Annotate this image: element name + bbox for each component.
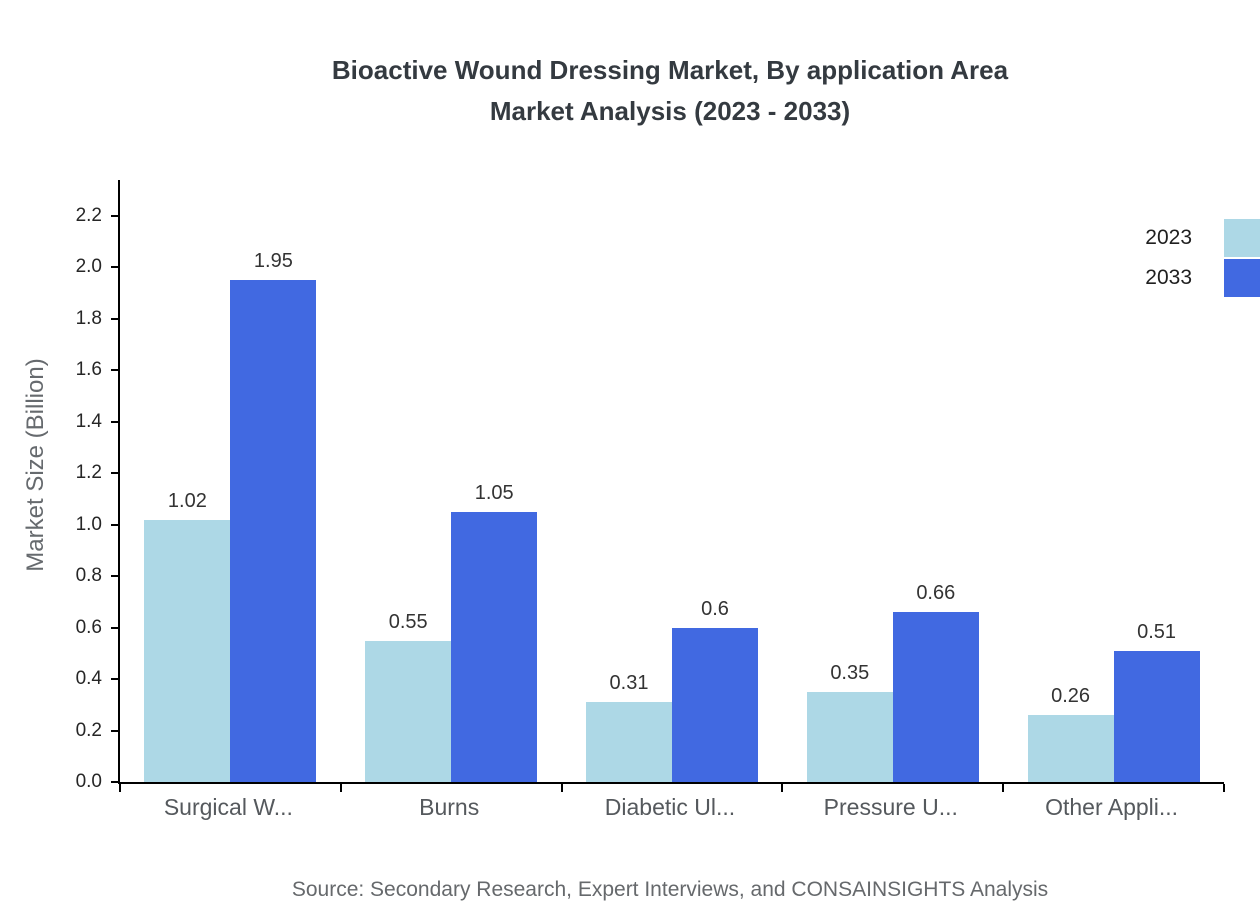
bar-value-label: 0.51 xyxy=(1137,621,1177,643)
x-tick-mark xyxy=(561,784,563,792)
bar-value-label: 1.02 xyxy=(167,490,207,512)
bar-2023: 1.02 xyxy=(144,490,231,782)
x-tick-mark xyxy=(119,784,121,792)
bar-2033: 0.66 xyxy=(892,582,979,782)
bar-value-label: 1.05 xyxy=(474,482,514,504)
x-tick-mark xyxy=(781,784,783,792)
y-tick-label: 0.0 xyxy=(75,771,102,792)
source-text: Source: Secondary Research, Expert Inter… xyxy=(291,878,1049,901)
x-tick-mark xyxy=(340,784,342,792)
bar-value-label: 0.6 xyxy=(701,598,729,620)
bar-group: 0.55 1.05 xyxy=(341,180,562,782)
y-tick-label: 0.2 xyxy=(75,719,102,741)
bar-value-label: 0.66 xyxy=(916,582,956,604)
bar-2023: 0.35 xyxy=(806,662,893,782)
legend-item-2033: 2033 xyxy=(1145,259,1260,297)
bar-2033: 1.05 xyxy=(451,482,538,782)
x-tick-mark xyxy=(1223,784,1225,792)
y-tick-label: 2.0 xyxy=(75,256,102,278)
y-tick-label: 0.4 xyxy=(75,668,102,690)
category-label: Pressure U... xyxy=(823,794,958,820)
y-tick-mark xyxy=(111,575,119,578)
category-label: Burns xyxy=(419,794,480,820)
legend: 2023 2033 xyxy=(1145,219,1260,299)
bar-value-label: 1.95 xyxy=(253,250,293,272)
y-tick-label: 1.6 xyxy=(75,359,102,381)
bar-value-label: 0.26 xyxy=(1051,685,1091,707)
bar-2033: 1.95 xyxy=(230,250,317,782)
chart-title-line1: Bioactive Wound Dressing Market, By appl… xyxy=(331,55,1009,85)
bar-value-label: 0.55 xyxy=(388,611,428,633)
y-tick-label: 0.8 xyxy=(75,565,102,587)
legend-swatch xyxy=(1224,259,1260,297)
y-tick-label: 1.8 xyxy=(75,307,102,329)
y-tick-mark xyxy=(111,266,119,269)
bar-2033: 0.6 xyxy=(671,598,758,782)
y-tick-mark xyxy=(111,781,119,783)
y-tick-mark xyxy=(111,420,119,423)
y-tick-mark xyxy=(111,215,119,218)
bar-2023: 0.26 xyxy=(1027,685,1114,782)
bar-group: 0.35 0.66 xyxy=(782,180,1003,782)
y-tick-label: 1.4 xyxy=(75,410,102,432)
y-tick-label: 2.2 xyxy=(75,205,102,227)
category-label: Diabetic Ul... xyxy=(604,794,736,820)
bar-2033: 0.51 xyxy=(1113,621,1200,782)
y-axis-title: Market Size (Billion) xyxy=(22,358,49,572)
x-axis-category-labels: Surgical W... Burns Diabetic Ul... Pressure… xyxy=(118,794,1222,821)
y-tick-mark xyxy=(111,626,119,629)
bar-2023: 0.55 xyxy=(365,611,452,782)
bar-2023: 0.31 xyxy=(585,672,672,782)
y-tick-mark xyxy=(111,523,119,526)
legend-label: 2023 xyxy=(1145,226,1192,249)
chart-title-line2: Market Analysis (2023 - 2033) xyxy=(489,96,851,126)
legend-label: 2033 xyxy=(1145,266,1192,289)
y-tick-mark xyxy=(111,678,119,681)
y-tick-label: 1.2 xyxy=(75,462,102,484)
bar-group: 1.02 1.95 xyxy=(120,180,341,782)
y-tick-mark xyxy=(111,369,119,372)
bar-group: 0.31 0.6 xyxy=(562,180,783,782)
chart-title: Bioactive Wound Dressing Market, By appl… xyxy=(80,50,1260,132)
legend-item-2023: 2023 xyxy=(1145,219,1260,257)
y-tick-mark xyxy=(111,472,119,475)
plot-area: 0.0 0.2 0.4 0.6 0.8 1.0 1.2 1.4 1.6 1.8 2.0 2.2 1.0… xyxy=(76,180,1225,792)
y-tick-label: 1.0 xyxy=(75,513,102,535)
y-tick-mark xyxy=(111,317,119,320)
y-tick-label: 0.6 xyxy=(75,616,102,638)
bar-value-label: 0.35 xyxy=(830,662,870,684)
bar-value-label: 0.31 xyxy=(609,672,649,694)
x-tick-mark xyxy=(1002,784,1004,792)
bar-groups: 1.02 1.95 0.55 1.05 0.31 0.6 0.35 0.66 0.26 0.51 xyxy=(120,180,1224,782)
legend-swatch xyxy=(1224,219,1260,257)
category-label: Other Appli... xyxy=(1045,794,1179,820)
y-tick-mark xyxy=(111,729,119,732)
bar-group: 0.26 0.51 xyxy=(1003,180,1224,782)
category-label: Surgical W... xyxy=(163,794,293,820)
